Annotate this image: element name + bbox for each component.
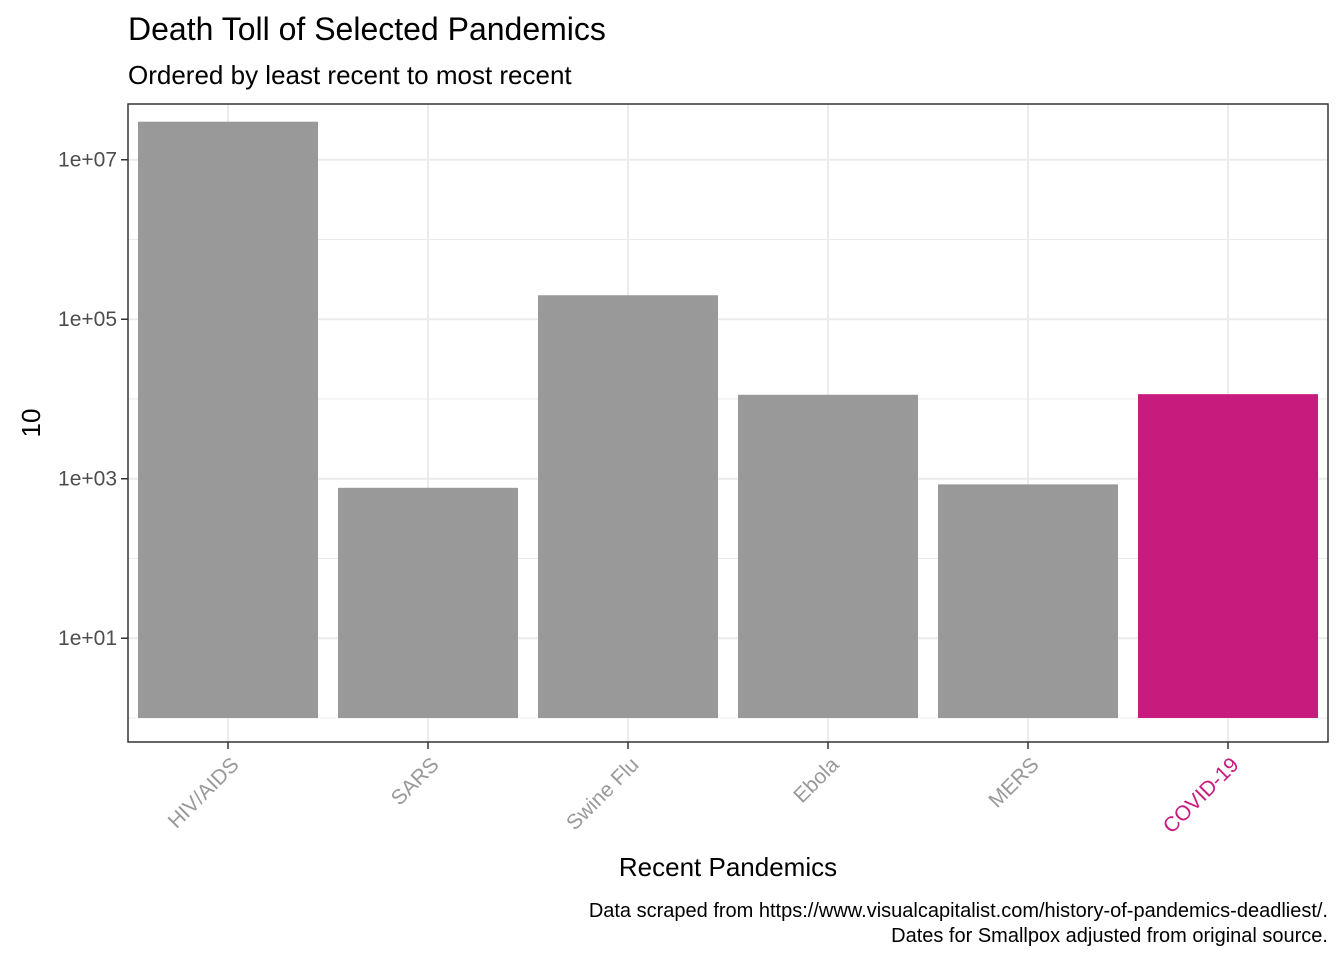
chart-title: Death Toll of Selected Pandemics [128,11,606,47]
chart-subtitle: Ordered by least recent to most recent [128,60,572,90]
caption-line-2: Dates for Smallpox adjusted from origina… [891,925,1328,947]
x-tick-label: HIV/AIDS [164,753,244,833]
bar [938,484,1118,718]
bar [138,121,318,718]
bar [1138,394,1318,718]
y-axis-title: 10 [16,409,46,438]
y-axis: 1e+01 1e+03 1e+05 1e+07 [58,149,128,650]
x-tick-label: Swine Flu [562,753,643,834]
x-axis-title: Recent Pandemics [619,852,837,882]
panel-border [127,103,1329,743]
y-tick-label: 1e+01 [58,627,117,650]
y-tick-label: 1e+05 [58,308,117,331]
y-tick-label: 1e+03 [58,468,117,491]
bar [738,394,918,718]
x-tick-label: Ebola [789,753,843,807]
caption-line-1: Data scraped from https://www.visualcapi… [589,900,1328,922]
y-tick-label: 1e+07 [58,149,117,172]
x-tick-label: MERS [984,753,1043,812]
x-tick-label: SARS [387,753,444,810]
bars [138,121,1318,718]
x-axis: HIV/AIDS SARS Swine Flu Ebola MERS COVID-19 [164,742,1244,838]
x-tick-label: COVID-19 [1159,753,1244,838]
bar [338,487,518,718]
bar [538,295,718,718]
